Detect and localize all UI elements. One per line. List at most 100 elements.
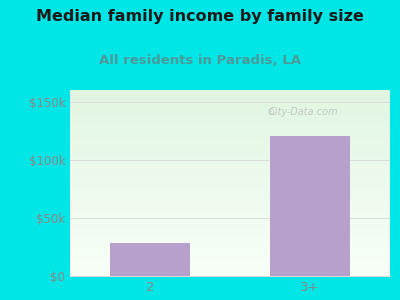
Bar <box>70 163 390 164</box>
Bar <box>70 157 390 159</box>
Bar <box>70 159 390 161</box>
Bar <box>70 250 390 252</box>
Bar <box>70 96 390 98</box>
Bar <box>70 124 390 125</box>
Bar <box>70 209 390 211</box>
Text: City-Data.com: City-Data.com <box>269 107 338 117</box>
Bar <box>70 248 390 250</box>
Bar <box>70 170 390 172</box>
Bar <box>70 174 390 176</box>
Text: ⊙: ⊙ <box>266 107 274 117</box>
Bar <box>70 90 390 92</box>
Bar <box>70 263 390 265</box>
Bar <box>70 109 390 110</box>
Bar <box>70 107 390 109</box>
Bar <box>70 270 390 272</box>
Bar <box>70 105 390 107</box>
Bar <box>70 190 390 192</box>
Bar <box>70 140 390 142</box>
Bar <box>70 155 390 157</box>
Bar <box>70 202 390 203</box>
Bar <box>70 114 390 116</box>
Bar <box>70 244 390 246</box>
Bar <box>70 92 390 94</box>
Bar <box>70 103 390 105</box>
Bar <box>70 194 390 196</box>
Bar <box>70 125 390 127</box>
Bar <box>70 98 390 99</box>
Bar <box>70 203 390 205</box>
Bar <box>70 136 390 138</box>
Bar <box>70 218 390 220</box>
Bar <box>70 252 390 254</box>
Bar <box>70 256 390 257</box>
Bar <box>70 110 390 112</box>
Bar <box>70 153 390 155</box>
Bar <box>70 116 390 118</box>
Bar <box>70 205 390 207</box>
Bar <box>70 257 390 259</box>
Bar <box>70 176 390 177</box>
Bar <box>70 268 390 270</box>
Bar <box>70 142 390 144</box>
Bar <box>70 261 390 263</box>
Bar <box>70 222 390 224</box>
Bar <box>70 213 390 214</box>
Bar <box>70 265 390 267</box>
Bar <box>70 267 390 268</box>
Bar <box>70 233 390 235</box>
Bar <box>70 131 390 133</box>
Bar <box>70 246 390 248</box>
Bar <box>70 135 390 137</box>
Bar <box>70 164 390 166</box>
Bar <box>70 146 390 148</box>
Bar <box>70 189 390 190</box>
Bar <box>70 207 390 209</box>
Bar <box>70 274 390 276</box>
Bar <box>70 183 390 185</box>
Bar <box>70 122 390 124</box>
Bar <box>70 101 390 103</box>
Bar <box>70 148 390 149</box>
Bar <box>70 220 390 222</box>
Bar <box>70 152 390 153</box>
Bar <box>70 177 390 179</box>
Bar <box>110 244 190 276</box>
Bar <box>70 211 390 213</box>
Bar <box>70 214 390 217</box>
Bar <box>70 129 390 131</box>
Bar <box>70 226 390 228</box>
Bar <box>70 237 390 239</box>
Bar <box>70 133 390 135</box>
Bar <box>70 230 390 231</box>
Bar <box>70 181 390 183</box>
Bar <box>70 241 390 242</box>
Bar <box>70 120 390 122</box>
Bar <box>70 118 390 120</box>
Bar <box>70 144 390 146</box>
Bar <box>70 217 390 218</box>
Bar <box>70 161 390 163</box>
Bar <box>70 239 390 241</box>
Bar <box>70 168 390 170</box>
Bar <box>70 185 390 187</box>
Text: Median family income by family size: Median family income by family size <box>36 9 364 24</box>
Bar <box>270 136 350 276</box>
Bar <box>70 242 390 244</box>
Bar <box>70 224 390 226</box>
Bar <box>70 200 390 202</box>
Bar <box>70 166 390 168</box>
Bar <box>70 138 390 140</box>
Bar <box>70 112 390 114</box>
Bar <box>70 231 390 233</box>
Bar <box>70 99 390 101</box>
Bar <box>70 179 390 181</box>
Bar <box>70 254 390 256</box>
Bar <box>70 198 390 200</box>
Bar <box>70 187 390 189</box>
Bar <box>70 149 390 152</box>
Bar <box>70 272 390 274</box>
Bar <box>70 94 390 96</box>
Bar <box>70 192 390 194</box>
Bar <box>70 196 390 198</box>
